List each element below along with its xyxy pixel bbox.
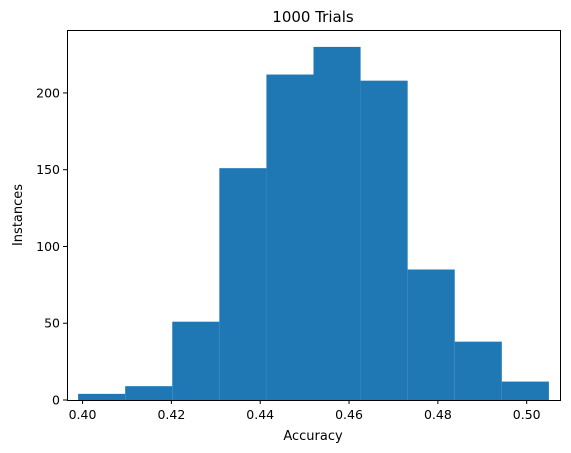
histogram-bar-0 (78, 393, 126, 400)
y-tick-label-4: 200 (36, 85, 60, 100)
y-axis-ticks: 0 50 100 150 200 (36, 85, 67, 408)
x-tick-label-4: 0.48 (424, 407, 452, 422)
y-tick-label-3: 150 (36, 162, 60, 177)
x-tick-label-1: 0.42 (157, 407, 185, 422)
x-tick-label-0: 0.40 (69, 407, 97, 422)
x-tick-label-2: 0.44 (246, 407, 274, 422)
histogram-bar-6 (360, 80, 408, 400)
x-axis-ticks: 0.40 0.42 0.44 0.46 0.48 0.50 (69, 400, 541, 422)
x-tick-label-3: 0.46 (335, 407, 363, 422)
histogram-bar-3 (219, 168, 267, 400)
histogram-bar-9 (501, 381, 549, 400)
bars-group (78, 46, 549, 400)
y-tick-label-1: 50 (44, 316, 60, 331)
x-tick-label-5: 0.50 (513, 407, 541, 422)
x-axis-label: Accuracy (283, 429, 343, 444)
histogram-bar-5 (313, 46, 361, 400)
plot-frame (67, 30, 561, 401)
histogram-bar-1 (125, 386, 173, 400)
y-tick-label-2: 100 (36, 239, 60, 254)
histogram-bar-8 (454, 341, 502, 400)
histogram-bar-2 (172, 321, 220, 400)
chart-title: 1000 Trials (272, 8, 354, 26)
y-tick-label-0: 0 (52, 393, 60, 408)
histogram-bar-4 (266, 74, 314, 400)
histogram-bar-7 (407, 269, 455, 400)
y-axis-label: Instances (11, 184, 26, 246)
